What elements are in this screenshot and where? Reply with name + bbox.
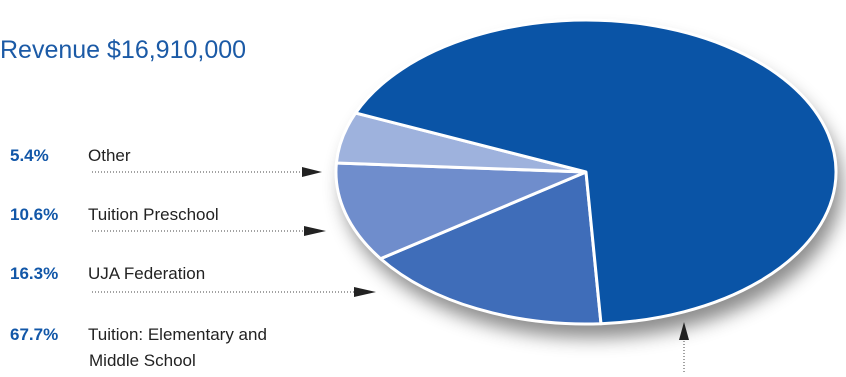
legend-pct: 67.7 [10,325,44,344]
legend-label: UJA Federation [88,264,206,283]
arrow-tuition-elementary [679,322,689,340]
legend-item-uja-federation: 16.3% UJA Federation [10,264,205,284]
legend-label: Other [88,146,131,165]
pie-slice-tuition-elementary-and-middle-school [354,18,838,326]
leader-arrows [302,167,689,340]
pie-slices [334,18,838,326]
percent-sign: % [43,325,59,344]
legend-label: Tuition Preschool [88,205,219,224]
leader-lines [92,171,685,372]
arrow-other [302,167,322,177]
legend-pct: 16.3 [10,264,44,283]
pie-slice-uja-federation [379,170,603,326]
legend-pct: 5.4 [10,146,34,165]
arrow-uja-federation [354,287,376,297]
legend-label-line2: Middle School [89,351,196,370]
percent-sign: % [43,264,59,283]
percent-sign: % [33,146,49,165]
legend-pct: 10.6 [10,205,44,224]
chart-title: Revenue $16,910,000 [0,36,247,64]
legend-item-other: 5.4% Other [10,146,131,166]
legend-item-tuition-preschool: 10.6% Tuition Preschool [10,205,219,225]
pie-slice-tuition-preschool [334,161,588,261]
arrow-tuition-preschool [304,226,326,236]
percent-sign: % [43,205,59,224]
legend-label-line1: Tuition: Elementary and [88,325,267,344]
legend-item-tuition-elementary: 67.7% Tuition: Elementary and [10,325,267,345]
